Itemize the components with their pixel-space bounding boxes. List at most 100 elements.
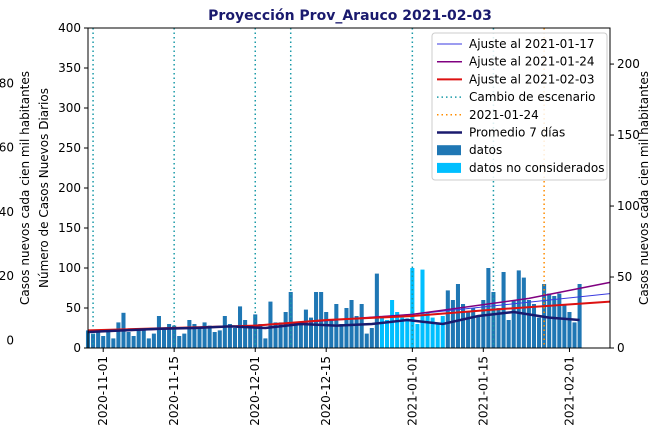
y2-tick-label: 50 xyxy=(617,270,632,284)
bar xyxy=(496,308,501,348)
bar xyxy=(303,309,308,348)
bar xyxy=(202,322,207,348)
bar xyxy=(471,308,476,348)
bar xyxy=(177,336,182,348)
bar xyxy=(161,328,167,348)
bar xyxy=(298,322,303,348)
chart-title: Proyección Prov_Arauco 2021-02-03 xyxy=(208,8,492,24)
bar xyxy=(511,300,516,348)
legend-label: datos no considerados xyxy=(469,161,604,175)
bar xyxy=(415,324,420,348)
bar xyxy=(364,333,369,348)
bar xyxy=(283,312,288,348)
y-tick-label: 100 xyxy=(58,261,81,275)
bar xyxy=(329,320,334,348)
x-tick-label: 2020-12-15 xyxy=(319,356,333,426)
bar xyxy=(450,300,455,348)
bar xyxy=(435,324,440,348)
bar xyxy=(481,300,486,348)
bar xyxy=(96,332,101,348)
x-tick-label: 2020-12-01 xyxy=(248,356,262,426)
y2-tick-label: 0 xyxy=(617,341,625,355)
bar xyxy=(430,317,435,348)
bar xyxy=(461,304,466,348)
bar xyxy=(359,304,364,348)
bar xyxy=(562,304,567,348)
bar xyxy=(405,318,410,348)
y3-tick-label: 60 xyxy=(0,141,14,155)
y2-tick-label: 150 xyxy=(617,128,640,142)
bar xyxy=(577,284,582,348)
bar xyxy=(288,292,293,348)
bar xyxy=(253,314,258,348)
legend-label: 2021-01-24 xyxy=(469,108,539,122)
y2-tick-label: 200 xyxy=(617,57,640,71)
bar xyxy=(192,324,197,348)
bar xyxy=(207,325,212,348)
legend-swatch xyxy=(437,162,461,173)
y3-tick-label: 80 xyxy=(0,76,14,90)
y-tick-label: 400 xyxy=(58,21,81,35)
bar xyxy=(506,320,511,348)
bar xyxy=(400,317,405,348)
bar xyxy=(324,312,329,348)
bar xyxy=(547,293,552,348)
bar xyxy=(243,320,248,348)
bar xyxy=(526,300,531,348)
y3-tick-label: 0 xyxy=(6,333,14,347)
bar xyxy=(167,324,172,348)
bar xyxy=(182,333,187,348)
bar xyxy=(455,284,460,348)
bar xyxy=(384,320,390,348)
bar xyxy=(293,324,298,348)
bar xyxy=(369,328,374,348)
bar xyxy=(516,270,521,348)
average-line xyxy=(87,310,580,334)
bar xyxy=(339,324,344,348)
x-tick-label: 2021-01-15 xyxy=(476,356,490,426)
bar xyxy=(156,316,161,348)
bar xyxy=(501,272,506,348)
bar xyxy=(151,333,156,348)
y-tick-label: 200 xyxy=(58,181,81,195)
bar xyxy=(491,292,496,348)
bar xyxy=(126,332,131,348)
bar xyxy=(273,322,278,348)
bar xyxy=(222,316,227,348)
bar xyxy=(531,304,537,348)
bar xyxy=(141,330,146,348)
bar xyxy=(187,320,192,348)
y2-tick-label: 100 xyxy=(617,199,640,213)
bar xyxy=(217,330,222,348)
bar xyxy=(445,290,450,348)
bar xyxy=(567,312,572,348)
bar xyxy=(552,296,557,348)
bar xyxy=(476,316,481,348)
bar xyxy=(557,293,562,348)
y-tick-label: 50 xyxy=(66,301,81,315)
bar xyxy=(425,312,430,348)
y3-axis-label: Casos nuevos cada cien mil habitantes xyxy=(18,71,32,305)
y-tick-label: 150 xyxy=(58,221,81,235)
bar xyxy=(146,338,151,348)
bar xyxy=(116,322,121,348)
y-tick-label: 0 xyxy=(73,341,81,355)
y-axis-label: Número de Casos Nuevos Diarios xyxy=(37,88,51,288)
bar xyxy=(197,328,202,348)
y2-axis-label: Casos nuevos cada cien mil habitantes xyxy=(637,71,651,305)
y-tick-label: 250 xyxy=(58,141,81,155)
x-tick-label: 2021-02-01 xyxy=(562,356,576,426)
bar xyxy=(263,338,268,348)
bar xyxy=(232,328,237,348)
bar xyxy=(486,268,491,348)
legend: Ajuste al 2021-01-17 Ajuste al 2021-01-24… xyxy=(431,32,608,181)
bar xyxy=(466,312,471,348)
legend-label: Promedio 7 días xyxy=(469,126,565,140)
bar xyxy=(111,338,116,348)
legend-label: Ajuste al 2021-01-24 xyxy=(469,55,595,69)
bar xyxy=(440,316,445,348)
bar xyxy=(106,330,111,348)
bar xyxy=(227,324,232,348)
y3-tick-label: 40 xyxy=(0,205,14,219)
